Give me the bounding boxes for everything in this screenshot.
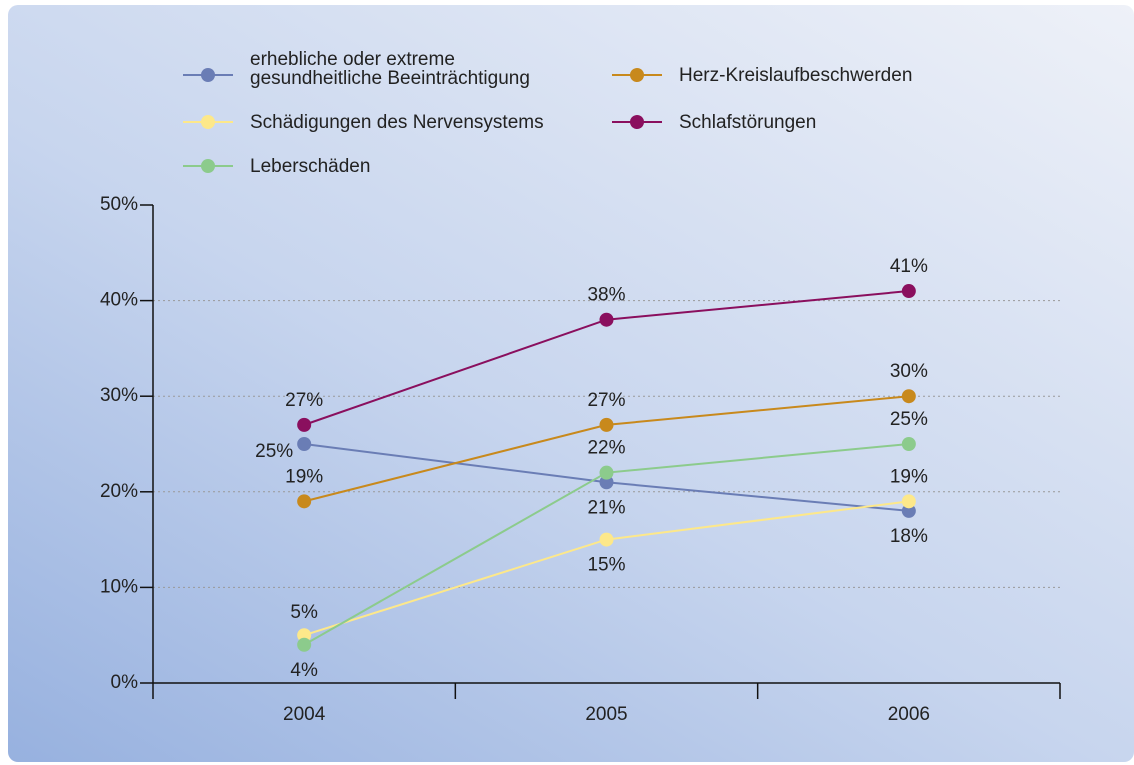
data-label: 22% (587, 438, 625, 459)
legend-label: Schädigungen des Nervensystems (250, 111, 544, 133)
data-label: 25% (255, 441, 293, 462)
legend-label: erhebliche oder extreme gesundheitliche … (250, 49, 530, 89)
legend-marker (201, 68, 215, 82)
data-label: 4% (290, 660, 318, 681)
point (901, 437, 916, 451)
y-tick-label: 20% (100, 481, 138, 502)
data-label: 15% (587, 555, 625, 576)
data-label: 5% (290, 602, 318, 623)
y-tick-label: 40% (100, 290, 138, 311)
legend-marker (201, 115, 215, 129)
point (599, 532, 614, 547)
point (297, 417, 312, 432)
legend-marker (630, 68, 644, 82)
legend-label: Leberschäden (250, 155, 371, 177)
point (599, 417, 614, 432)
point (297, 494, 312, 509)
point (901, 284, 916, 299)
point (901, 494, 916, 509)
y-tick-label: 50% (100, 194, 138, 215)
data-label: 30% (890, 361, 928, 382)
data-label: 21% (587, 497, 625, 518)
data-label: 25% (890, 409, 928, 430)
point (901, 389, 916, 404)
x-tick-label: 2004 (283, 704, 326, 725)
point (297, 637, 312, 652)
data-label: 19% (285, 466, 323, 487)
legend-label: Schlafstörungen (679, 111, 817, 133)
data-label: 27% (587, 390, 625, 411)
data-label: 41% (890, 256, 928, 277)
point (297, 437, 312, 451)
x-tick-label: 2006 (888, 704, 930, 725)
data-label: 18% (890, 526, 928, 547)
y-tick-label: 30% (100, 385, 138, 406)
data-label: 38% (587, 285, 625, 306)
x-tick-label: 2005 (585, 704, 627, 725)
legend-marker (201, 159, 215, 173)
point (599, 312, 614, 327)
point (599, 465, 614, 480)
panel (8, 5, 1134, 762)
y-tick-label: 10% (100, 576, 138, 597)
data-label: 27% (285, 390, 323, 411)
legend-marker (630, 115, 644, 129)
legend-label: Herz-Kreislaufbeschwerden (679, 64, 913, 86)
y-tick-label: 0% (111, 672, 139, 693)
data-label: 19% (890, 466, 928, 487)
